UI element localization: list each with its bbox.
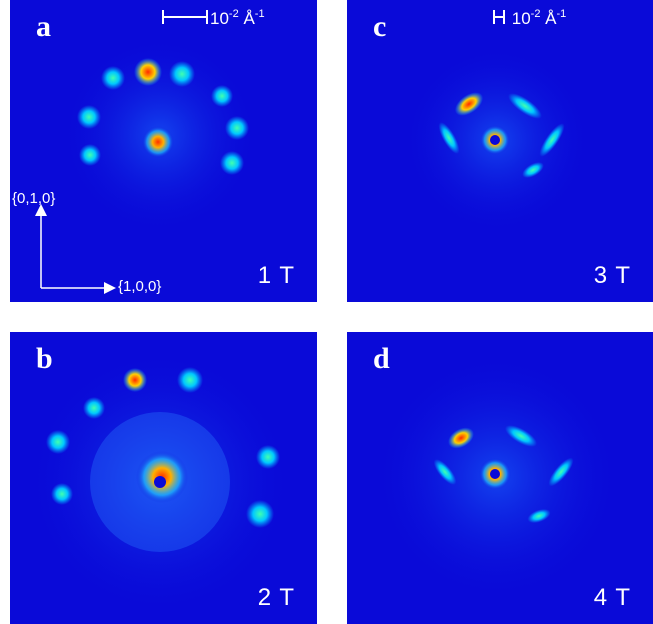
ring-arc bbox=[454, 92, 484, 116]
panel-letter: d bbox=[373, 342, 390, 375]
scale-bar: 10-2 Å-1 bbox=[493, 8, 566, 29]
axis-label-x: {1,0,0} bbox=[118, 278, 162, 295]
panel-b: b 2 T bbox=[10, 332, 317, 624]
axis-arrows bbox=[35, 204, 116, 294]
panel-letter: c bbox=[373, 10, 387, 43]
scale-unit-exponent: -1 bbox=[254, 8, 265, 20]
ring-spot bbox=[101, 66, 125, 90]
ring-spot bbox=[123, 368, 147, 392]
ring-spot bbox=[46, 430, 70, 454]
scale-exponent: -2 bbox=[530, 8, 541, 20]
diffraction-pattern-b bbox=[25, 347, 295, 617]
ring-arc bbox=[433, 459, 457, 485]
ring-spot bbox=[177, 367, 203, 393]
scale-bar: 10-2 Å-1 bbox=[162, 8, 265, 29]
scale-unit: Å bbox=[545, 9, 557, 28]
ring-arc bbox=[548, 457, 574, 487]
ring-arc bbox=[539, 123, 565, 157]
scale-exponent: -2 bbox=[228, 8, 239, 20]
field-label: 1 T bbox=[257, 262, 295, 289]
ring-arc bbox=[527, 509, 551, 523]
ring-spot bbox=[79, 144, 101, 166]
center-spot bbox=[142, 126, 174, 158]
field-label: 2 T bbox=[257, 584, 295, 611]
ring-spot bbox=[246, 500, 274, 528]
field-label: 3 T bbox=[593, 262, 631, 289]
ring-spot bbox=[256, 445, 280, 469]
diffraction-pattern-d bbox=[372, 352, 622, 602]
field-label: 4 T bbox=[593, 584, 631, 611]
scale-unit: Å bbox=[243, 9, 255, 28]
panel-c: c 10-2 Å-1 3 T bbox=[347, 0, 653, 302]
ring-arc bbox=[522, 162, 544, 178]
panel-letter: a bbox=[36, 10, 51, 43]
scale-bar-line bbox=[162, 10, 208, 24]
scale-bar-line bbox=[493, 10, 505, 24]
diffraction-pattern-a bbox=[60, 35, 260, 235]
scale-value: 10 bbox=[511, 9, 531, 28]
ring-spot bbox=[225, 116, 249, 140]
scale-value: 10 bbox=[210, 9, 229, 28]
diffraction-pattern-c bbox=[402, 45, 592, 235]
scale-unit-exponent: -1 bbox=[556, 8, 567, 20]
ring-arc bbox=[448, 427, 474, 449]
ring-spot bbox=[169, 61, 195, 87]
ring-spot bbox=[211, 85, 233, 107]
ring-spot bbox=[51, 483, 73, 505]
ring-arc bbox=[508, 93, 542, 119]
panel-letter: b bbox=[36, 342, 53, 375]
ring-spot bbox=[134, 58, 162, 86]
ring-arc bbox=[438, 122, 460, 154]
ring-arc bbox=[505, 425, 537, 447]
ring-spot bbox=[83, 397, 105, 419]
ring-spot bbox=[220, 151, 244, 175]
axis-label-y: {0,1,0} bbox=[12, 190, 56, 207]
ring-spot bbox=[77, 105, 101, 129]
panel-d: d 4 T bbox=[347, 332, 653, 624]
panel-a: a 10-2 Å-1 {0,1,0} {1,0,0} 1 T bbox=[10, 0, 317, 302]
